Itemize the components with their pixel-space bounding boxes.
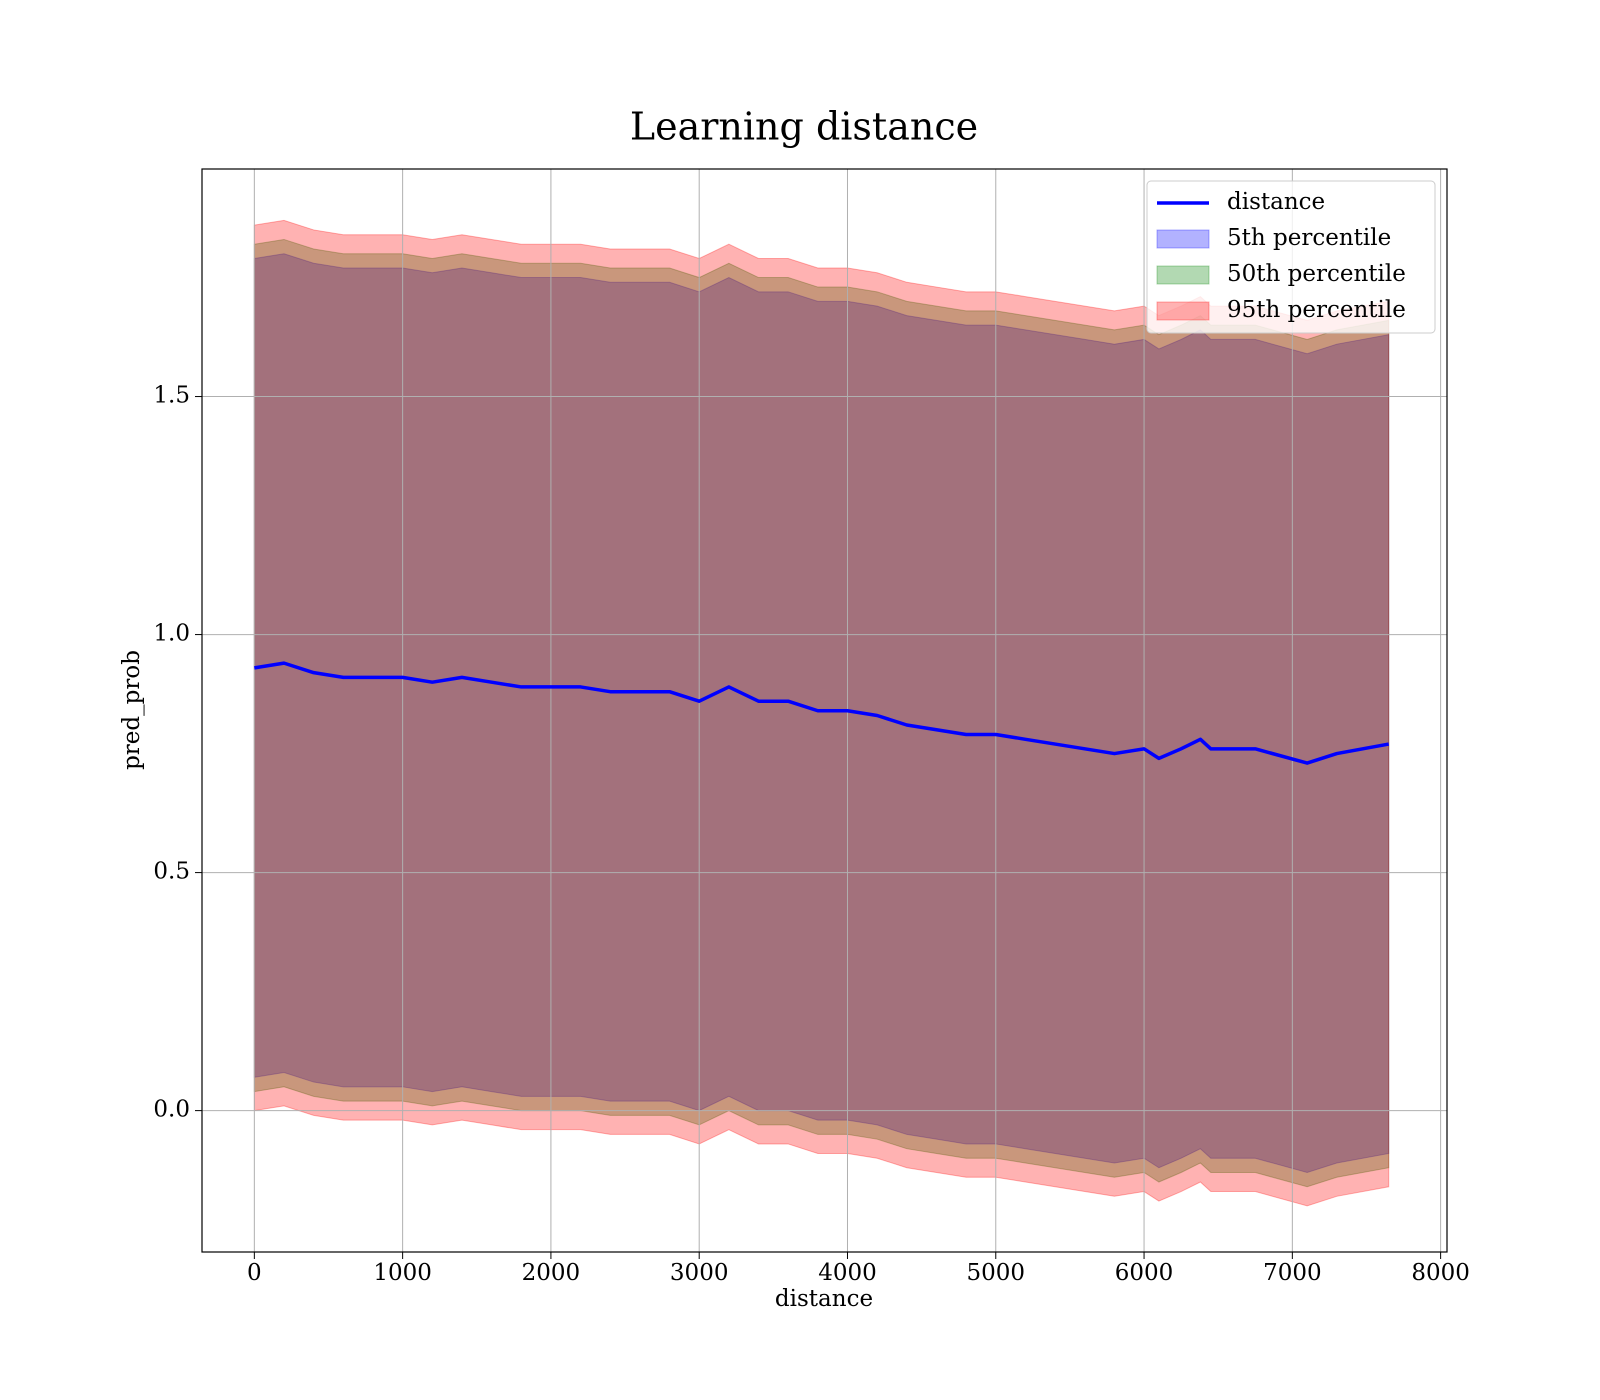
legend: distance 5th percentile 50th percentile 95t…	[1146, 180, 1436, 334]
line	[254, 661, 1390, 765]
y-tick-label: 1.0	[153, 621, 190, 647]
y-tick-label: 0.5	[153, 859, 190, 885]
percentile-band	[253, 253, 1390, 1174]
y-axis-label: pred_prob	[119, 650, 145, 770]
legend-box	[1146, 180, 1436, 334]
x-tick-label: 2000	[522, 1260, 581, 1286]
y-tick-label: 1.5	[153, 383, 190, 409]
legend-swatch	[1156, 265, 1210, 285]
legend-label: 50th percentile	[1227, 261, 1406, 287]
x-tick-label: 1000	[373, 1260, 432, 1286]
legend-label: distance	[1227, 189, 1325, 215]
legend-swatch	[1156, 229, 1210, 249]
legend-label: 95th percentile	[1227, 297, 1406, 323]
x-tick-label: 8000	[1411, 1260, 1470, 1286]
x-tick-label: 3000	[670, 1260, 729, 1286]
x-axis-label: distance	[775, 1286, 873, 1312]
percentile-band	[253, 238, 1390, 1188]
y-tick-label: 0.0	[153, 1097, 190, 1123]
percentile-band	[253, 219, 1390, 1207]
legend-label: 5th percentile	[1227, 225, 1391, 251]
x-tick-label: 7000	[1263, 1260, 1322, 1286]
chart-title: Learning distance	[630, 105, 978, 149]
legend-swatch	[1156, 301, 1210, 321]
x-tick-label: 0	[247, 1260, 262, 1286]
plot-frame	[201, 168, 1448, 1253]
x-tick-label: 5000	[966, 1260, 1025, 1286]
x-tick-label: 6000	[1115, 1260, 1174, 1286]
x-tick-label: 4000	[818, 1260, 877, 1286]
